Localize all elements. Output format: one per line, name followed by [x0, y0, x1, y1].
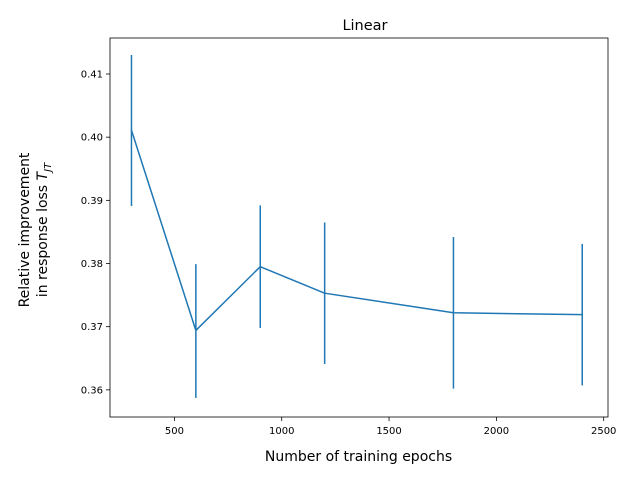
chart-title: Linear	[342, 18, 387, 34]
y-axis-label-subscript: JT	[43, 162, 54, 174]
x-tick-label: 2000	[484, 426, 509, 437]
axes-frame	[109, 37, 609, 418]
y-tick-label: 0.41	[81, 70, 103, 81]
x-tick-label: 2500	[591, 426, 616, 437]
x-tick-label: 1500	[376, 426, 401, 437]
series-line	[130, 129, 584, 332]
y-tick-label: 0.38	[81, 259, 103, 270]
y-axis-label-line1: Relative improvement	[17, 152, 33, 307]
plot-area: 500 1000 1500 2000 2500 0.36 0.37 0.38 0.39 0.40 0…	[81, 37, 616, 437]
x-tick-label: 1000	[269, 426, 294, 437]
y-axis-label-prefix: in response loss	[35, 180, 51, 297]
y-tick-label: 0.40	[81, 133, 103, 144]
y-tick-label: 0.37	[81, 322, 103, 333]
y-tick-label: 0.36	[81, 385, 103, 396]
y-tick-label: 0.39	[81, 196, 103, 207]
y-axis-label-symbol: T	[35, 170, 51, 180]
x-axis-label: Number of training epochs	[265, 449, 452, 465]
y-axis-label-line2: in response loss TJT	[35, 162, 54, 297]
y-axis-label: Relative improvement in response loss TJ…	[17, 152, 54, 307]
x-tick-label: 500	[165, 426, 184, 437]
